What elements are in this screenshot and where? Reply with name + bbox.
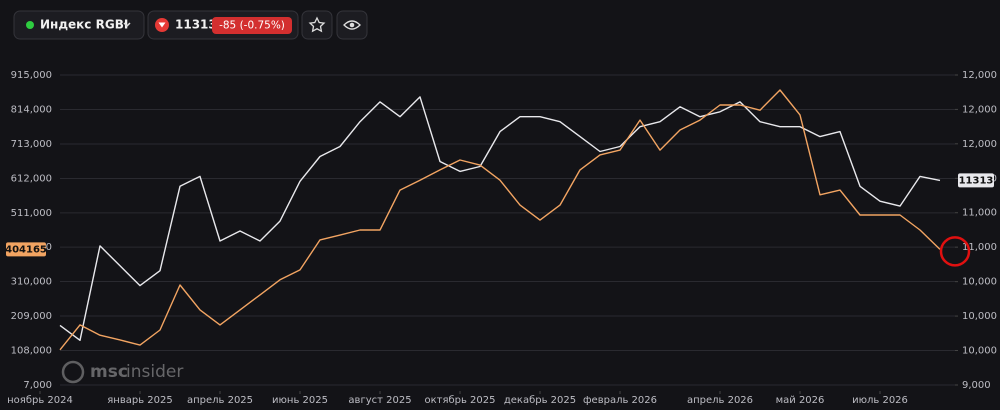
y-tick-label: 713,000: [11, 139, 52, 150]
x-tick-label: февраль 2026: [583, 395, 657, 406]
y-tick-label: 310,000: [11, 277, 52, 288]
y-tick-label: 814,000: [11, 104, 52, 115]
y-tick-label: 511,000: [11, 208, 52, 219]
x-tick-label: май 2026: [776, 395, 825, 406]
y2-tick-label: 12,000: [962, 139, 997, 150]
change-badge: [212, 17, 292, 34]
star-icon: [308, 16, 326, 33]
header: Индекс RGBI 11313 -85 (-0.75%): [13, 10, 368, 40]
x-tick-label: январь 2025: [107, 395, 172, 406]
y2-tick-label: 11,000: [962, 242, 997, 253]
price: 11313: [175, 18, 217, 32]
y-tick-label: 108,000: [11, 346, 52, 357]
x-tick-label: июнь 2025: [272, 395, 328, 406]
x-tick-label: апрель 2025: [187, 395, 253, 406]
x-tick-label: апрель 2026: [687, 395, 753, 406]
logo-brand-suffix: insider: [126, 362, 183, 382]
y2-tick-label: 12,000: [962, 104, 997, 115]
watermark: msc insider: [61, 360, 183, 384]
y2-tick-label: 12,000: [962, 70, 997, 81]
change: -85 (-0.75%): [219, 20, 285, 32]
index-title: Индекс RGBI: [40, 18, 128, 32]
index-selector[interactable]: [13, 10, 145, 40]
eye-icon: [343, 20, 361, 30]
last-value-box: [958, 173, 994, 188]
y2-tick-label: 10,000: [962, 277, 997, 288]
logo-brand: msc: [90, 362, 128, 382]
x-tick-label: декабрь 2025: [504, 395, 576, 406]
y-tick-label: 209,000: [11, 311, 52, 322]
status-dot: [26, 21, 34, 29]
down-arrow: [158, 22, 166, 28]
y-tick-label: 915,000: [11, 70, 52, 81]
y-tick-label: 7,000: [23, 380, 52, 391]
y2-tick-label: 11,000: [962, 208, 997, 219]
y2-tick-label: 10,000: [962, 345, 997, 356]
chevron: [123, 22, 131, 28]
y2-tick-label: 10,000: [962, 311, 997, 322]
highlight-circle: [939, 236, 971, 267]
x-tick-label: июль 2026: [852, 395, 908, 406]
eye-pupil: [349, 22, 355, 28]
favorite-button[interactable]: [301, 10, 333, 40]
series-line: [59, 89, 941, 351]
last-value-label: 11313: [959, 175, 994, 186]
y-tick-label: 612,000: [11, 173, 52, 184]
x-tick-label: август 2025: [348, 395, 411, 406]
last-value-box: [6, 242, 46, 257]
x-tick-label: ноябрь 2024: [7, 395, 73, 406]
logo-icon: [61, 360, 85, 384]
last-value-label: 404165: [5, 244, 47, 255]
series-line: [59, 96, 941, 341]
x-tick-label: октябрь 2025: [424, 395, 495, 406]
y2-tick-label: 9,000: [962, 380, 991, 391]
